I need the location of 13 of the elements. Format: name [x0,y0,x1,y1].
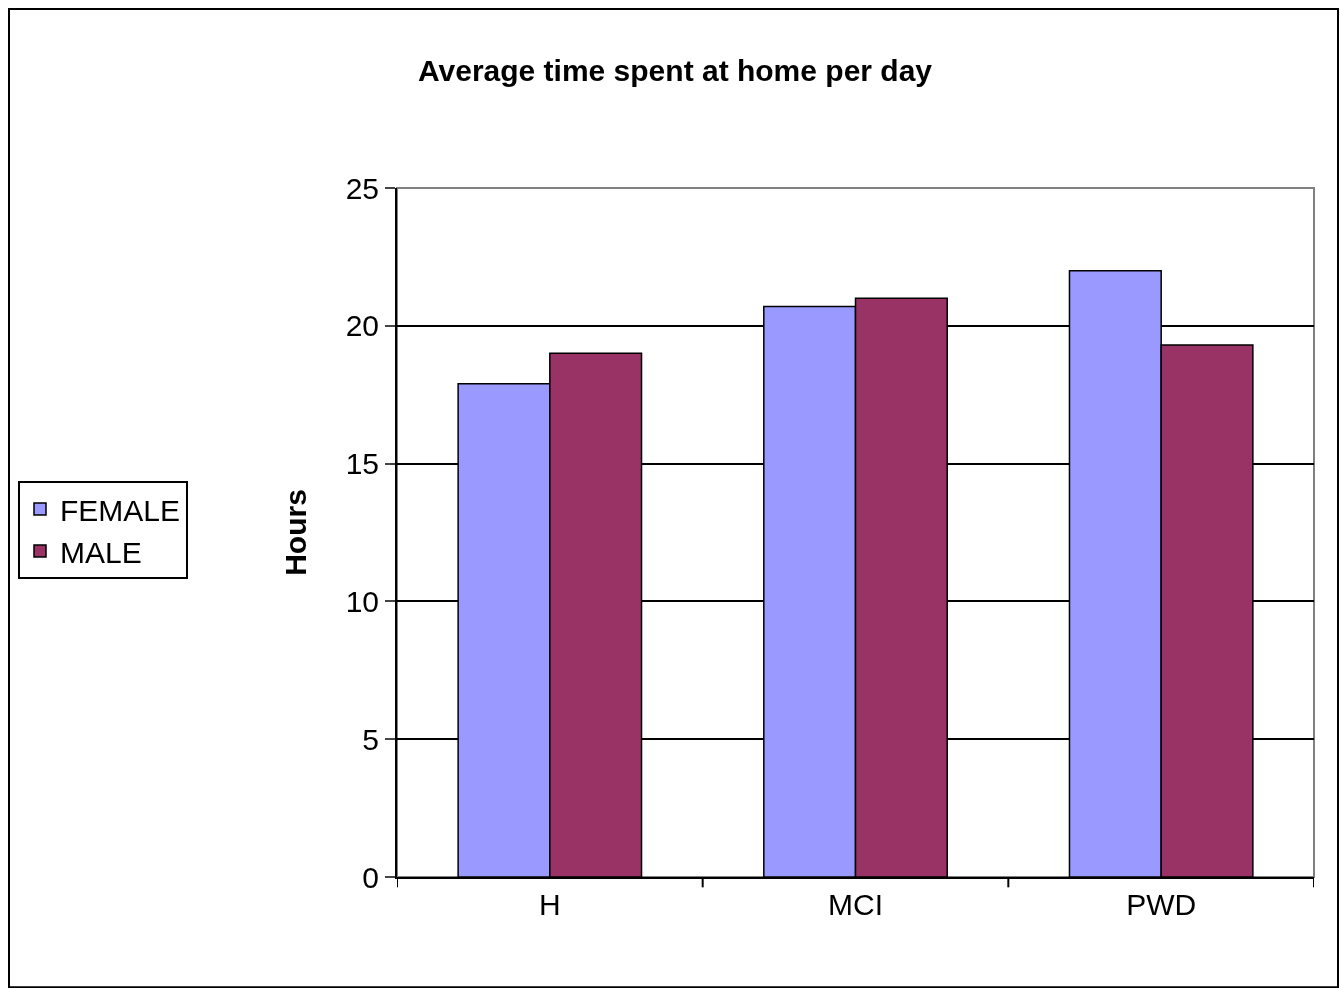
y-axis-title: Hours [279,489,313,576]
legend-label: FEMALE [60,493,181,527]
legend-label: MALE [60,535,142,569]
x-tick-label: H [538,888,561,921]
x-tick-label: MCI [828,888,883,921]
chart-title: Average time spent at home per day [417,53,933,87]
y-tick-label: 25 [345,171,379,205]
y-tick-label: 5 [362,722,379,756]
x-tick-label: PWD [1126,888,1197,921]
y-tick-label: 0 [362,860,379,894]
y-tick-label: 20 [345,309,379,343]
y-tick-label: 15 [345,447,379,481]
y-tick-label: 10 [345,584,379,618]
